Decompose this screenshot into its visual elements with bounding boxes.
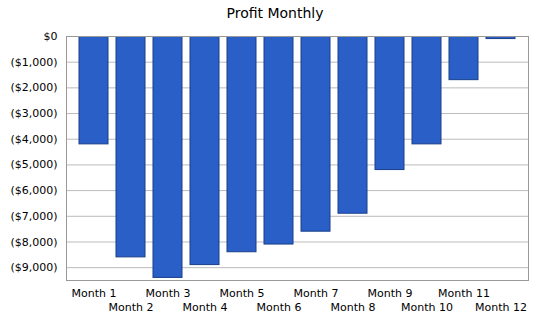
svg-text:($8,000): ($8,000) <box>10 235 57 248</box>
svg-text:($4,000): ($4,000) <box>10 133 57 146</box>
svg-text:Month 5: Month 5 <box>220 287 265 300</box>
svg-text:Month 2: Month 2 <box>109 301 154 314</box>
svg-text:Month 1: Month 1 <box>72 287 117 300</box>
svg-text:Month 7: Month 7 <box>294 287 339 300</box>
svg-text:($5,000): ($5,000) <box>10 158 57 171</box>
svg-text:Month 8: Month 8 <box>331 301 376 314</box>
svg-text:($9,000): ($9,000) <box>10 261 57 274</box>
svg-text:($1,000): ($1,000) <box>10 56 57 69</box>
svg-text:($3,000): ($3,000) <box>10 107 57 120</box>
svg-text:($2,000): ($2,000) <box>10 81 57 94</box>
svg-text:Month 11: Month 11 <box>438 287 490 300</box>
svg-text:Month 4: Month 4 <box>183 301 228 314</box>
svg-text:($7,000): ($7,000) <box>10 210 57 223</box>
svg-text:Month 10: Month 10 <box>401 301 453 314</box>
html-text:Profit Monthly: Profit Monthly <box>226 5 324 21</box>
svg-text:Month 6: Month 6 <box>257 301 302 314</box>
svg-text:Month 3: Month 3 <box>146 287 191 300</box>
svg-text:Month 12: Month 12 <box>475 301 527 314</box>
svg-text:($6,000): ($6,000) <box>10 184 57 197</box>
svg-text:Month 9: Month 9 <box>368 287 413 300</box>
svg-text:$0: $0 <box>44 30 58 43</box>
